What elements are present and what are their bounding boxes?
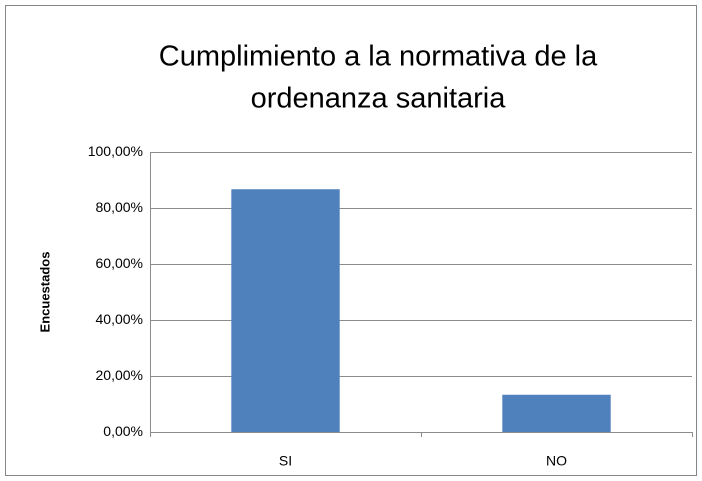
bar [231, 189, 340, 432]
y-tick-label: 0,00% [103, 423, 143, 439]
y-axis-label: Encuestados [37, 252, 52, 333]
y-tick-label: 100,00% [88, 143, 143, 159]
y-tick-label: 80,00% [96, 199, 143, 215]
chart-title: ordenanza sanitaria [251, 83, 507, 115]
y-tick-label: 20,00% [96, 367, 143, 383]
x-tick-label: NO [546, 453, 567, 469]
bar [502, 394, 611, 432]
y-tick-label: 60,00% [96, 255, 143, 271]
x-tick-label: SI [279, 453, 292, 469]
chart-title: Cumplimiento a la normativa de la [159, 41, 598, 73]
y-tick-label: 40,00% [96, 311, 143, 327]
